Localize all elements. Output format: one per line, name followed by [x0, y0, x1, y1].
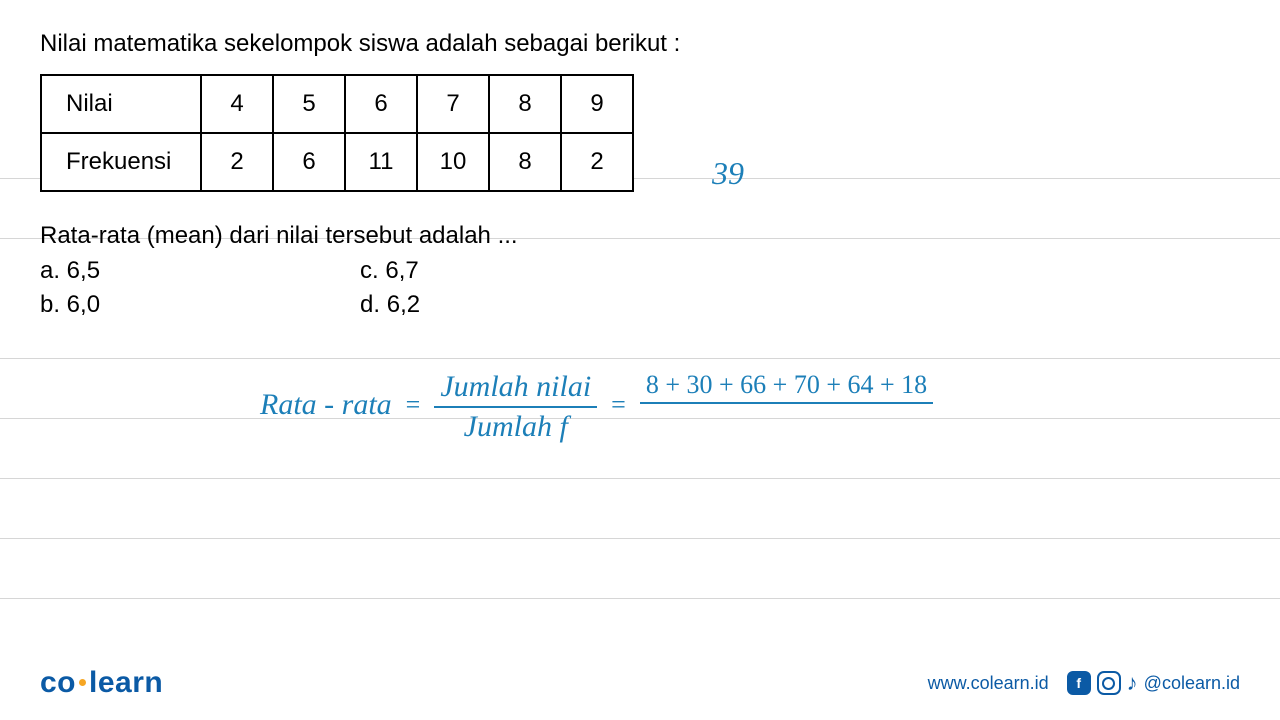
option-d: d. 6,2 — [360, 288, 420, 322]
tiktok-icon[interactable]: ♪ — [1127, 670, 1138, 696]
fraction-numerator: Jumlah nilai — [434, 370, 597, 408]
formula-sum: 8 + 30 + 66 + 70 + 64 + 18 — [640, 370, 933, 404]
logo-text-co: co — [40, 666, 76, 699]
question-text: Rata-rata (mean) dari nilai tersebut ada… — [40, 222, 1240, 250]
nilai-cell: 7 — [417, 75, 489, 133]
equals-sign: = — [406, 370, 421, 420]
answer-options: a. 6,5 b. 6,0 c. 6,7 d. 6,2 — [40, 254, 1240, 321]
website-link[interactable]: www.colearn.id — [928, 673, 1049, 694]
frek-cell: 8 — [489, 133, 561, 191]
ruled-line — [0, 358, 1280, 359]
option-a: a. 6,5 — [40, 254, 100, 288]
frek-cell: 6 — [273, 133, 345, 191]
fraction-denominator: Jumlah f — [464, 408, 568, 444]
ruled-line — [0, 538, 1280, 539]
colearn-logo: colearn — [40, 666, 163, 700]
equals-sign: = — [611, 370, 626, 420]
facebook-icon[interactable]: f — [1067, 671, 1091, 695]
footer-right: www.colearn.id f ♪ @colearn.id — [928, 670, 1240, 696]
ruled-line — [0, 478, 1280, 479]
social-icons: f ♪ @colearn.id — [1067, 670, 1240, 696]
nilai-cell: 4 — [201, 75, 273, 133]
nilai-cell: 6 — [345, 75, 417, 133]
data-table: Nilai 4 5 6 7 8 9 Frekuensi 2 6 11 10 8 … — [40, 74, 634, 192]
handwritten-sum-frequency: 39 — [712, 155, 744, 192]
social-handle: @colearn.id — [1144, 673, 1240, 694]
footer: colearn www.colearn.id f ♪ @colearn.id — [0, 666, 1280, 700]
option-c: c. 6,7 — [360, 254, 420, 288]
row-label-nilai: Nilai — [41, 75, 201, 133]
logo-text-learn: learn — [89, 666, 163, 699]
instagram-icon[interactable] — [1097, 671, 1121, 695]
frek-cell: 2 — [201, 133, 273, 191]
options-right: c. 6,7 d. 6,2 — [360, 254, 420, 321]
options-left: a. 6,5 b. 6,0 — [40, 254, 100, 321]
table-row: Nilai 4 5 6 7 8 9 — [41, 75, 633, 133]
logo-dot-icon — [79, 679, 86, 686]
formula-fraction: Jumlah nilai Jumlah f — [434, 370, 597, 444]
formula-lhs: Rata - rata — [260, 370, 392, 422]
handwritten-formula: Rata - rata = Jumlah nilai Jumlah f = 8 … — [260, 370, 933, 444]
table-row: Frekuensi 2 6 11 10 8 2 — [41, 133, 633, 191]
problem-title: Nilai matematika sekelompok siswa adalah… — [40, 30, 1240, 58]
nilai-cell: 9 — [561, 75, 633, 133]
frek-cell: 2 — [561, 133, 633, 191]
frek-cell: 10 — [417, 133, 489, 191]
content-area: Nilai matematika sekelompok siswa adalah… — [0, 0, 1280, 321]
frek-cell: 11 — [345, 133, 417, 191]
nilai-cell: 5 — [273, 75, 345, 133]
nilai-cell: 8 — [489, 75, 561, 133]
row-label-frekuensi: Frekuensi — [41, 133, 201, 191]
option-b: b. 6,0 — [40, 288, 100, 322]
ruled-line — [0, 598, 1280, 599]
sum-expression: 8 + 30 + 66 + 70 + 64 + 18 — [640, 370, 933, 404]
